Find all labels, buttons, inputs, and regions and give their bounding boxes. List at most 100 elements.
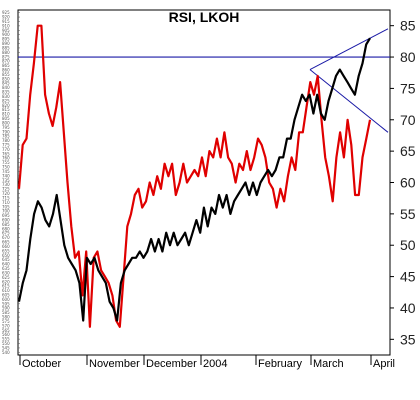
right-tick-label: 60 [400,175,416,191]
left-tick-label: 650 [2,253,10,258]
left-tick-label: 620 [2,279,10,284]
left-tick-label: 910 [2,23,10,28]
left-tick-label: 705 [2,204,10,209]
left-tick-label: 860 [2,68,10,73]
x-tick-label: 2004 [203,358,227,370]
left-tick-label: 570 [2,323,10,328]
left-tick-label: 550 [2,341,10,346]
left-tick-label: 610 [2,288,10,293]
left-tick-label: 585 [2,310,10,315]
left-tick-label: 545 [2,345,10,350]
trendline-2 [309,69,389,133]
trendline-1 [309,28,389,71]
left-tick-label: 855 [2,72,10,77]
left-tick-label: 695 [2,213,10,218]
left-tick-label: 555 [2,337,10,342]
x-axis: October November December 2004 February March… [19,355,395,370]
left-tick-label: 790 [2,129,10,134]
left-tick-label: 850 [2,76,10,81]
left-tick-label: 635 [2,266,10,271]
right-tick-label: 45 [400,269,416,285]
trendline-layer [309,28,389,133]
left-tick-label: 640 [2,262,10,267]
right-tick-label: 50 [400,237,416,253]
left-tick-label: 785 [2,134,10,139]
left-tick-label: 670 [2,235,10,240]
left-tick-label: 580 [2,315,10,320]
left-tick-label: 880 [2,50,10,55]
left-tick-label: 575 [2,319,10,324]
left-tick-label: 730 [2,182,10,187]
left-tick-label: 770 [2,147,10,152]
left-tick-label: 630 [2,270,10,275]
right-tick-label: 75 [400,80,416,96]
left-tick-label: 560 [2,332,10,337]
left-tick-label: 760 [2,156,10,161]
left-tick-label: 900 [2,32,10,37]
left-tick-label: 915 [2,19,10,24]
left-tick-label: 875 [2,54,10,59]
right-tick-label: 55 [400,206,416,222]
x-tick-label: March [313,358,344,370]
left-tick-label: 625 [2,275,10,280]
right-tick-label: 35 [400,331,416,347]
left-tick-label: 715 [2,195,10,200]
left-tick-label: 655 [2,248,10,253]
chart-title: RSI, LKOH [169,9,240,25]
x-tick-label: November [89,358,140,370]
left-tick-label: 840 [2,85,10,90]
x-tick-label: February [258,358,303,370]
series-black-line [17,37,371,322]
right-tick-label: 40 [400,300,416,316]
left-tick-label: 615 [2,284,10,289]
left-tick-label: 780 [2,138,10,143]
left-tick-label: 645 [2,257,10,262]
left-tick-label: 815 [2,107,10,112]
left-tick-label: 775 [2,143,10,148]
left-tick-label: 665 [2,240,10,245]
left-tick-label: 920 [2,15,10,20]
left-tick-label: 725 [2,187,10,192]
left-tick-label: 750 [2,165,10,170]
left-tick-label: 745 [2,169,10,174]
left-tick-label: 895 [2,37,10,42]
left-tick-label: 830 [2,94,10,99]
right-tick-label: 85 [400,18,416,34]
left-tick-label: 600 [2,297,10,302]
x-tick-label: April [373,358,395,370]
left-tick-label: 590 [2,306,10,311]
left-tick-label: 685 [2,222,10,227]
left-tick-label: 835 [2,90,10,95]
series-layer [17,24,372,328]
right-tick-label: 65 [400,143,416,159]
left-tick-label: 805 [2,116,10,121]
left-tick-label: 710 [2,200,10,205]
left-tick-label: 660 [2,244,10,249]
left-tick-label: 595 [2,301,10,306]
left-tick-label: 680 [2,226,10,231]
left-tick-label: 820 [2,103,10,108]
series-red-line [17,24,372,328]
left-tick-label: 605 [2,293,10,298]
left-axis: 5405455505555605655705755805855905956006… [2,10,20,355]
left-tick-label: 890 [2,41,10,46]
left-tick-label: 925 [2,10,10,15]
left-tick-label: 755 [2,160,10,165]
left-tick-label: 675 [2,231,10,236]
left-tick-label: 720 [2,191,10,196]
left-tick-label: 690 [2,218,10,223]
left-tick-label: 800 [2,120,10,125]
left-tick-label: 700 [2,209,10,214]
right-axis: 35 40 45 50 55 60 65 70 75 80 85 [390,18,416,347]
right-tick-label: 70 [400,112,416,128]
x-tick-label: October [22,358,61,370]
left-tick-label: 865 [2,63,10,68]
x-tick-label: December [146,358,197,370]
left-tick-label: 540 [2,350,10,355]
left-tick-label: 825 [2,98,10,103]
left-tick-label: 845 [2,81,10,86]
left-tick-label: 870 [2,59,10,64]
left-tick-label: 795 [2,125,10,130]
right-tick-label: 80 [400,49,416,65]
left-tick-label: 810 [2,112,10,117]
